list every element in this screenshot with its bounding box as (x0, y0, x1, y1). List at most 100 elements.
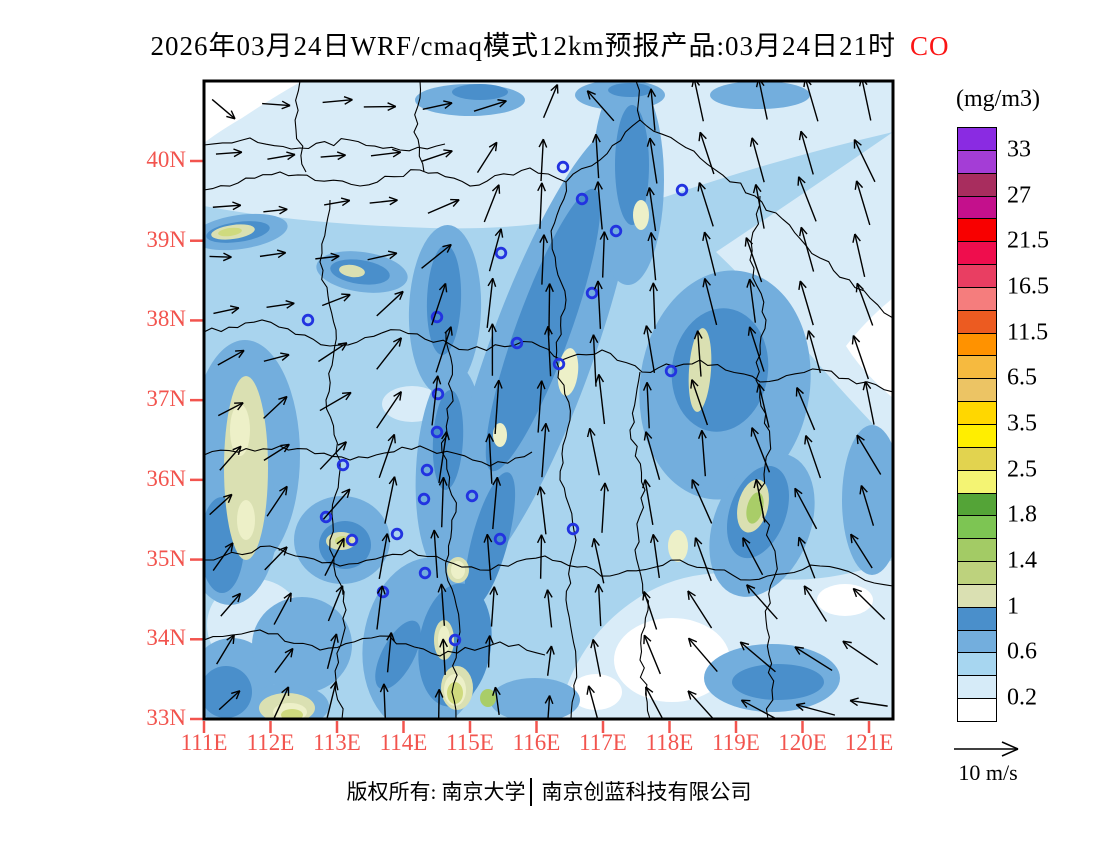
wind-arrow (797, 536, 816, 579)
wind-arrow (320, 151, 346, 161)
wind-arrow (752, 183, 765, 229)
city-marker (510, 336, 524, 350)
province-boundary (531, 341, 893, 393)
colorbar-swatch (957, 424, 997, 448)
city-marker (431, 387, 445, 401)
colorbar-swatch (957, 173, 997, 197)
wind-arrow (219, 445, 242, 471)
concentration-blob (570, 674, 622, 710)
colorbar-swatch (957, 607, 997, 631)
wind-arrow (646, 187, 657, 232)
city-marker (430, 425, 444, 439)
concentration-blob (746, 492, 764, 524)
colorbar-swatch (957, 652, 997, 676)
wind-arrow (378, 433, 396, 479)
wind-arrow (586, 427, 600, 476)
wind-arrow (853, 139, 876, 183)
colorbar-swatch (957, 447, 997, 471)
concentration-blob (493, 423, 507, 447)
wind-arrow (430, 529, 440, 578)
wind-arrow (378, 533, 391, 579)
lon-label: 113E (313, 730, 361, 755)
wind-arrow (543, 325, 553, 377)
wind-arrow (590, 638, 602, 677)
wind-arrow (537, 182, 546, 229)
wind-arrow (439, 638, 449, 675)
wind-arrow (546, 645, 555, 676)
wind-arrow (431, 375, 442, 426)
province-boundary (635, 81, 641, 121)
wind-arrow (849, 697, 888, 707)
wind-arrow (483, 533, 493, 581)
lon-label: 112E (246, 730, 295, 755)
province-boundary (204, 137, 446, 152)
colorbar-tick-label: 16.5 (1007, 273, 1049, 300)
wind-arrow (600, 482, 609, 533)
lon-label: 121E (844, 730, 894, 755)
city-marker (418, 566, 432, 580)
concentration-blob (608, 83, 652, 97)
concentration-blob (480, 689, 496, 707)
wind-arrow (322, 488, 351, 520)
wind-arrow (593, 280, 603, 329)
wind-arrow (437, 583, 447, 626)
wind-arrow (859, 485, 875, 526)
wind-arrow (487, 323, 497, 376)
concentration-blob (426, 245, 462, 355)
city-marker (552, 357, 566, 371)
wind-arrow (687, 637, 718, 672)
concentration-region (204, 81, 893, 229)
copyright-owner: 版权所有: 南京大学 (346, 780, 526, 804)
colorbar-swatch (957, 241, 997, 265)
wind-arrow (747, 326, 765, 372)
wind-arrow (209, 252, 232, 262)
wind-arrow (855, 282, 874, 326)
colorbar-swatch (957, 493, 997, 516)
title-main: 2026年03月24日WRF/cmaq模式12km预报产品:03月24日21时 (150, 31, 896, 61)
wind-arrow (485, 433, 495, 484)
concentration-blob (710, 81, 810, 109)
wind-arrow (438, 476, 448, 528)
colorbar-tick-label: 33 (1007, 136, 1031, 163)
wind-arrow (485, 635, 494, 668)
concentration-blob (281, 709, 303, 719)
concentration-region (204, 81, 302, 143)
copyright-company: 南京创蓝科技有限公司 (541, 780, 752, 804)
concentration-blob (452, 84, 508, 100)
province-boundary (204, 545, 893, 587)
colorbar: 33 27 21.5 16.5 11.5 6.5 3.5 2.5 1.8 1.4 1 0.6 0.2 (957, 127, 1049, 722)
wind-arrow (536, 486, 547, 535)
wind-arrow (324, 197, 351, 207)
wind-arrow (421, 149, 453, 162)
wind-scale-label: 10 m/s (958, 760, 1018, 785)
concentration-blob (732, 664, 824, 700)
wind-arrow (750, 427, 771, 473)
city-marker (448, 633, 462, 647)
wind-arrow (209, 493, 233, 516)
wind-arrow (702, 231, 717, 276)
wind-arrow (217, 349, 245, 366)
wind-arrow (216, 634, 235, 665)
wind-arrow (315, 252, 340, 262)
wind-arrow (376, 585, 386, 630)
wind-arrow (749, 137, 765, 183)
lat-label: 36N (146, 465, 186, 491)
wind-arrow (646, 137, 658, 184)
colorbar-tick-label: 1.4 (1007, 547, 1037, 574)
wind-arrow (540, 422, 550, 478)
lat-label: 37N (146, 386, 186, 412)
wind-arrow (594, 583, 604, 627)
lat-label: 34N (146, 625, 186, 651)
city-marker (556, 160, 570, 174)
wind-arrow (698, 131, 715, 175)
wind-arrow (687, 690, 715, 719)
concentration-blob (375, 620, 421, 690)
province-boundary (204, 629, 546, 657)
colorbar-tick-label: 6.5 (1007, 364, 1037, 391)
wind-scale-arrow (954, 741, 1019, 757)
wind-arrow (431, 282, 448, 326)
lon-label: 111E (180, 730, 228, 755)
wind-arrow (739, 641, 776, 673)
wind-arrow (645, 686, 664, 719)
wind-arrow (697, 182, 714, 227)
